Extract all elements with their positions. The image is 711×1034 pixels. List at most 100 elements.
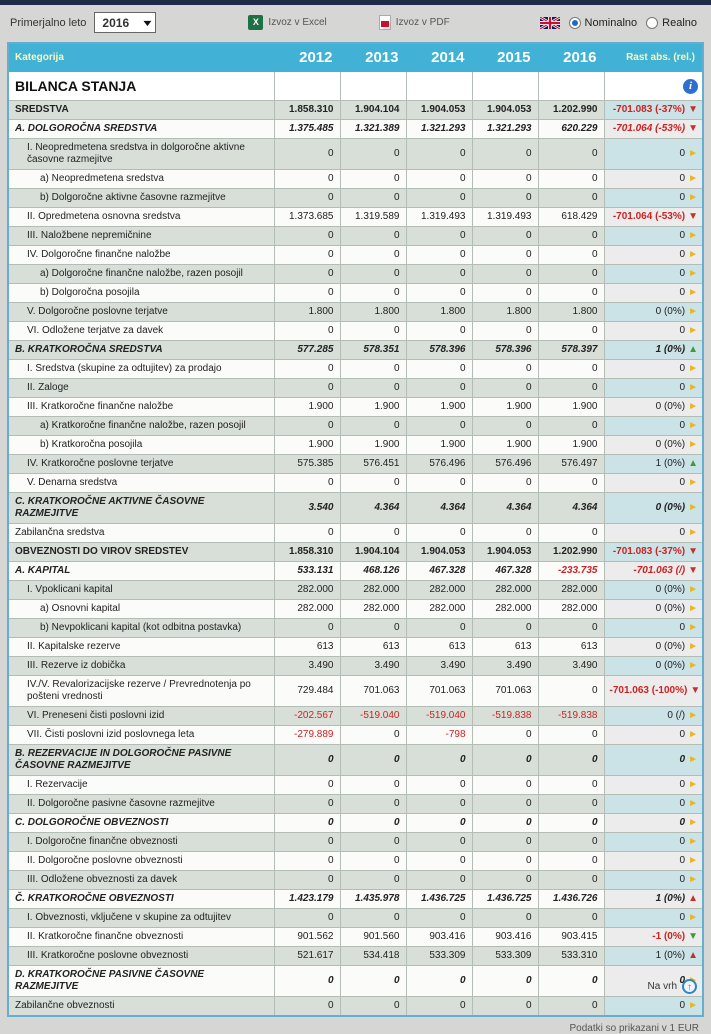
row-label: I. Vpoklicani kapital <box>7 580 275 600</box>
header-year-2016[interactable]: 2016 <box>537 42 605 72</box>
growth-value: 0 <box>679 779 686 790</box>
down-arrow-icon: ▼ <box>688 104 698 115</box>
table-row: D. KRATKOROČNE PASIVNE ČASOVNE RAZMEJITV… <box>7 965 704 997</box>
header-growth[interactable]: Rast abs. (rel.) <box>603 42 704 72</box>
value-cell: 0 <box>339 813 407 833</box>
table-row: b) Dolgoročna posojila 0 0 0 0 0 0 ► <box>7 283 704 303</box>
growth-value: 0 <box>679 855 686 866</box>
value-cell: 903.416 <box>405 927 473 947</box>
growth-value: 0 <box>679 477 686 488</box>
value-cell: 0 <box>537 794 605 814</box>
row-label: III. Kratkoročne finančne naložbe <box>7 397 275 417</box>
right-arrow-icon: ► <box>688 836 698 847</box>
value-cell: 0 <box>471 188 539 208</box>
value-cell: 0 <box>273 813 341 833</box>
compare-year-value: 2016 <box>102 15 130 30</box>
value-cell: 0 <box>339 378 407 398</box>
value-cell: 0 <box>273 832 341 852</box>
table-row: I. Obveznosti, vključene v skupine za od… <box>7 908 704 928</box>
right-arrow-icon: ► <box>688 729 698 740</box>
value-cell: 0 <box>339 832 407 852</box>
back-to-top-link[interactable]: Na vrh ↑ <box>648 979 697 994</box>
row-label: IV. Dolgoročne finančne naložbe <box>7 245 275 265</box>
export-pdf-link[interactable]: Izvoz v PDF <box>378 15 450 30</box>
right-arrow-icon: ► <box>688 382 698 393</box>
value-cell: 0 <box>471 283 539 303</box>
value-cell: 534.418 <box>339 946 407 966</box>
value-cell: 1.900 <box>405 435 473 455</box>
table-row: II. Zaloge 0 0 0 0 0 0 ► <box>7 378 704 398</box>
value-cell: 4.364 <box>471 492 539 524</box>
growth-cell: 0 (0%) ► <box>603 580 704 600</box>
right-arrow-icon: ► <box>688 1000 698 1011</box>
value-cell: -202.567 <box>273 706 341 726</box>
row-label: B. KRATKOROČNA SREDSTVA <box>7 340 275 360</box>
row-label: VII. Čisti poslovni izid poslovnega leta <box>7 725 275 745</box>
export-pdf-label: Izvoz v PDF <box>395 17 450 28</box>
value-cell: 0 <box>405 416 473 436</box>
value-cell: 1.904.053 <box>405 542 473 562</box>
growth-cell: 0► <box>603 473 704 493</box>
row-label: I. Rezervacije <box>7 775 275 795</box>
empty-cell <box>471 71 539 101</box>
header-year-2013[interactable]: 2013 <box>339 42 407 72</box>
growth-cell: 0► <box>603 264 704 284</box>
growth-value: 0 (0%) <box>655 306 686 317</box>
radio-real[interactable]: Realno <box>646 16 697 29</box>
table-row: a) Osnovni kapital 282.000 282.000 282.000 2… <box>7 599 704 619</box>
header-year-2015[interactable]: 2015 <box>471 42 539 72</box>
back-to-top-label: Na vrh <box>647 981 677 992</box>
value-cell: 0 <box>537 321 605 341</box>
value-cell: 0 <box>471 908 539 928</box>
header-year-2012[interactable]: 2012 <box>273 42 341 72</box>
radio-real-button <box>646 16 659 29</box>
growth-cell: 0 (0%) ► <box>603 492 704 524</box>
growth-cell: 0► <box>603 832 704 852</box>
value-cell: 0 <box>339 775 407 795</box>
right-arrow-icon: ► <box>688 148 698 159</box>
value-cell: 620.229 <box>537 119 605 139</box>
value-cell: 701.063 <box>339 675 407 707</box>
row-label: A. KAPITAL <box>7 561 275 581</box>
value-cell: 0 <box>471 169 539 189</box>
value-cell: 701.063 <box>405 675 473 707</box>
right-arrow-icon: ► <box>688 306 698 317</box>
right-arrow-icon: ► <box>688 817 698 828</box>
value-cell: 0 <box>405 473 473 493</box>
right-arrow-icon: ► <box>688 622 698 633</box>
row-label: b) Dolgoročna posojila <box>7 283 275 303</box>
value-cell: 0 <box>405 359 473 379</box>
right-arrow-icon: ► <box>688 641 698 652</box>
value-cell: 0 <box>537 283 605 303</box>
table-row: I. Vpoklicani kapital 282.000 282.000 282.0… <box>7 580 704 600</box>
header-category[interactable]: Kategorija <box>7 42 275 72</box>
value-cell: 0 <box>471 321 539 341</box>
growth-value: 0 <box>679 729 686 740</box>
table-row: VI. Preneseni čisti poslovni izid -202.56… <box>7 706 704 726</box>
info-icon[interactable]: i <box>683 78 698 94</box>
value-cell: 1.321.389 <box>339 119 407 139</box>
export-excel-link[interactable]: X Izvoz v Excel <box>248 15 327 30</box>
radio-nominal[interactable]: Nominalno <box>568 16 638 29</box>
right-arrow-icon: ► <box>688 779 698 790</box>
chevron-down-icon: ▼ <box>140 17 154 28</box>
value-cell: 1.375.485 <box>273 119 341 139</box>
value-cell: 0 <box>405 744 473 776</box>
value-cell: 0 <box>273 618 341 638</box>
growth-value: 0 (0%) <box>655 401 686 412</box>
value-cell: 903.416 <box>471 927 539 947</box>
table-row: A. DOLGOROČNA SREDSTVA 1.375.485 1.321.389… <box>7 119 704 139</box>
radio-nominal-label: Nominalno <box>584 16 638 29</box>
growth-value: 0 (0%) <box>655 502 686 513</box>
header-year-2014[interactable]: 2014 <box>405 42 473 72</box>
right-arrow-icon: ► <box>688 603 698 614</box>
value-cell: 0 <box>339 794 407 814</box>
value-cell: 0 <box>339 416 407 436</box>
pdf-icon <box>378 15 391 30</box>
value-cell: 0 <box>405 775 473 795</box>
value-cell: 1.202.990 <box>537 100 605 120</box>
compare-year-select[interactable]: 2016 ▼ <box>94 12 157 33</box>
uk-flag-icon[interactable] <box>539 16 560 29</box>
right-arrow-icon: ► <box>688 855 698 866</box>
growth-cell: 0 (0%) ► <box>603 656 704 676</box>
